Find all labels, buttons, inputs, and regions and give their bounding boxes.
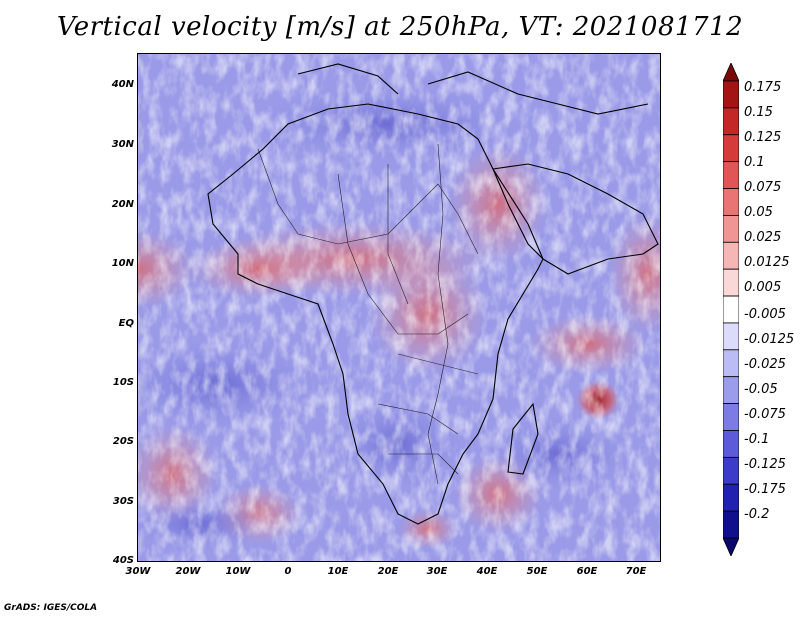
colorbar-label: 0.075: [744, 180, 782, 195]
colorbar-label: -0.05: [744, 382, 778, 397]
colorbar-segment: [723, 376, 739, 404]
colorbar-segment: [723, 430, 739, 458]
lat-label: 30S: [112, 496, 134, 507]
footer-credit: GrADS: IGES/COLA: [4, 603, 98, 613]
lon-label: 10W: [225, 566, 251, 577]
colorbar-label: 0.05: [744, 205, 773, 220]
field-texture: [138, 54, 660, 561]
colorbar-label: 0.1: [744, 155, 765, 170]
lon-label: 40E: [476, 566, 498, 577]
colorbar-label: 0.025: [744, 230, 782, 245]
colorbar-label: -0.075: [744, 407, 786, 422]
colorbar-label: 0.0125: [744, 255, 790, 270]
lat-label: 10N: [111, 258, 134, 269]
colorbar-segment: [723, 215, 739, 243]
colorbar-segment: [723, 322, 739, 351]
colorbar-label: -0.025: [744, 357, 786, 372]
lat-label: 30N: [111, 139, 134, 150]
colorbar-top-arrow: [723, 63, 739, 82]
colorbar-label: -0.2: [744, 507, 770, 522]
lon-label: 30W: [125, 566, 151, 577]
colorbar-segment: [723, 134, 739, 163]
colorbar-segment: [723, 295, 739, 324]
colorbar-segment: [723, 483, 739, 512]
lat-label: EQ: [118, 318, 134, 329]
colorbar-segment: [723, 268, 739, 297]
colorbar-segment: [723, 80, 739, 109]
colorbar-label: -0.0125: [744, 332, 795, 347]
colorbar-segment: [723, 403, 739, 431]
colorbar-segment: [723, 510, 739, 539]
lon-label: 50E: [526, 566, 548, 577]
colorbar-label: -0.1: [744, 432, 770, 447]
colorbar-segment: [723, 349, 739, 378]
colorbar-segment: [723, 161, 739, 189]
colorbar-segment: [723, 188, 739, 216]
lon-label: 70E: [625, 566, 647, 577]
colorbar-label: -0.005: [744, 307, 786, 322]
colorbar-label: -0.125: [744, 457, 786, 472]
lon-label: 30E: [426, 566, 448, 577]
colorbar-label: -0.175: [744, 482, 786, 497]
lat-label: 20N: [111, 199, 134, 210]
map-panel: [137, 53, 661, 562]
vertical-velocity-field: [138, 54, 660, 561]
colorbar-bottom-arrow: [723, 537, 739, 556]
lat-label: 10S: [112, 377, 134, 388]
colorbar-label: 0.125: [744, 130, 782, 145]
lon-label: 20E: [377, 566, 399, 577]
colorbar-label: 0.005: [744, 280, 782, 295]
lat-label: 20S: [112, 436, 134, 447]
colorbar-segment: [723, 456, 739, 485]
lat-label: 40S: [112, 555, 134, 566]
coastlines: [207, 63, 659, 525]
lon-label: 10E: [327, 566, 349, 577]
colorbar-segment: [723, 107, 739, 136]
colorbar-segment: [723, 241, 739, 270]
lon-label: 60E: [576, 566, 598, 577]
lon-label: 20W: [175, 566, 201, 577]
colorbar-label: 0.15: [744, 105, 773, 120]
map-title: Vertical velocity [m/s] at 250hPa, VT: 2…: [56, 12, 744, 42]
lat-label: 40N: [111, 79, 134, 90]
lon-label: 0: [284, 566, 292, 577]
country-borders: [257, 143, 479, 485]
colorbar: [723, 63, 739, 556]
colorbar-label: 0.175: [744, 80, 782, 95]
